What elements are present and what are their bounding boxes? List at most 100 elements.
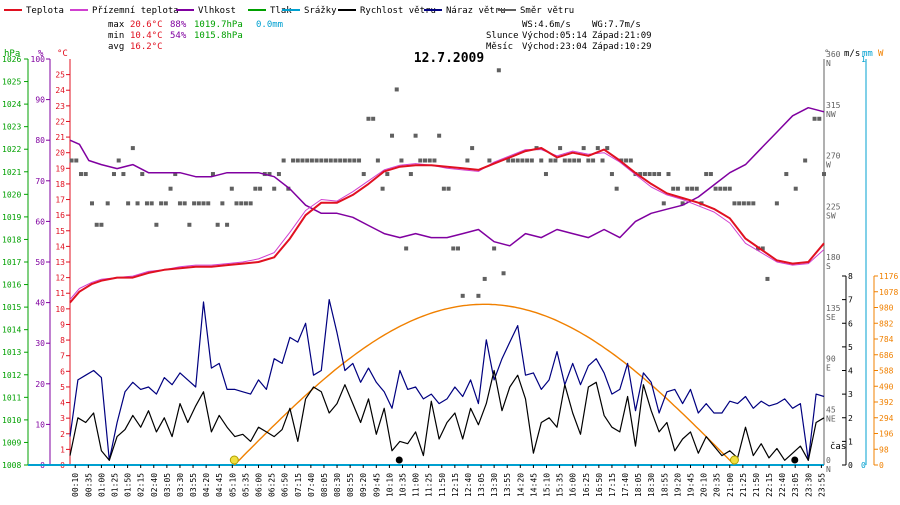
point-wind-direction — [206, 201, 211, 206]
point-wind-direction — [357, 158, 362, 163]
tick-label-time: 00:35 — [84, 473, 93, 497]
point-wind-direction — [201, 201, 206, 206]
tick-label-time: 17:40 — [621, 473, 630, 497]
point-wind-direction — [225, 222, 230, 227]
tick-label-direction-deg: 270 — [826, 152, 841, 161]
tick-label-time: 17:15 — [608, 473, 617, 497]
tick-label-humidity: 100 — [31, 55, 46, 64]
tick-label-temperature: 18 — [55, 180, 65, 189]
tick-label-time: 13:05 — [477, 473, 486, 497]
point-wind-direction — [99, 222, 104, 227]
tick-label-time: 08:55 — [346, 473, 355, 497]
tick-label-solar: 1078 — [879, 288, 898, 297]
point-wind-direction — [723, 186, 728, 191]
unit-headers: hPa % °C ° m/s mm W čas — [4, 49, 884, 452]
tick-label-time: 11:50 — [438, 473, 447, 497]
tick-label-time: 12:15 — [451, 473, 460, 497]
tick-label-direction-deg: 315 — [826, 101, 841, 110]
tick-label-solar: 980 — [879, 304, 894, 313]
point-wind-direction — [121, 172, 126, 177]
point-wind-direction — [727, 186, 732, 191]
tick-label-time: 16:50 — [595, 473, 604, 497]
tick-label-pressure: 1015 — [2, 303, 21, 312]
tick-label-time: 21:25 — [739, 473, 748, 497]
point-wind-direction — [404, 246, 409, 251]
tick-label-direction-name: N — [826, 59, 831, 68]
point-wind-direction — [69, 158, 74, 163]
point-wind-direction — [371, 116, 376, 121]
tick-label-time: 02:15 — [137, 473, 146, 497]
point-wind-direction — [116, 158, 121, 163]
point-wind-direction — [281, 158, 286, 163]
point-wind-direction — [347, 158, 352, 163]
point-wind-direction — [423, 158, 428, 163]
tick-label-temperature: 10 — [55, 305, 65, 314]
point-wind-direction — [510, 158, 515, 163]
point-wind-direction — [319, 158, 324, 163]
point-wind-direction — [177, 201, 182, 206]
point-wind-direction — [455, 246, 460, 251]
tick-label-solar: 392 — [879, 398, 894, 407]
tick-label-direction-deg: 0 — [826, 456, 831, 465]
tick-label-solar: 686 — [879, 351, 894, 360]
point-wind-direction — [366, 116, 371, 121]
point-wind-direction — [413, 133, 418, 138]
tick-label-pressure: 1021 — [2, 168, 21, 177]
point-wind-direction — [553, 158, 558, 163]
point-wind-direction — [586, 158, 591, 163]
stat-avg-label: avg — [108, 42, 124, 52]
point-wind-direction — [741, 201, 746, 206]
tick-label-humidity: 30 — [35, 339, 45, 348]
point-wind-direction — [111, 172, 116, 177]
tick-label-time: 18:30 — [647, 473, 656, 497]
tick-label-pressure: 1026 — [2, 55, 21, 64]
point-wind-direction — [803, 158, 808, 163]
stat-min-hum: 54% — [170, 31, 187, 41]
point-wind-direction — [548, 158, 553, 163]
tick-label-time: 22:40 — [778, 473, 787, 497]
tick-label-time: 21:50 — [752, 473, 761, 497]
tick-label-time: 03:30 — [176, 473, 185, 497]
tick-label-time: 15:10 — [542, 473, 551, 497]
point-wind-direction — [78, 172, 83, 177]
tick-label-temperature: 13 — [55, 258, 65, 267]
point-wind-direction — [105, 201, 110, 206]
point-wind-direction — [765, 276, 770, 281]
tick-label-solar: 588 — [879, 367, 894, 376]
point-wind-direction — [708, 172, 713, 177]
point-wind-direction — [126, 201, 131, 206]
point-wind-direction — [441, 186, 446, 191]
tick-label-direction-deg: 90 — [826, 355, 836, 364]
tick-label-time: 15:35 — [556, 473, 565, 497]
point-wind-direction — [567, 158, 572, 163]
point-wind-direction — [690, 186, 695, 191]
point-wind-direction — [149, 201, 154, 206]
point-wind-direction — [234, 201, 239, 206]
legend-label-0: Teplota — [26, 6, 64, 16]
point-wind-direction — [718, 186, 723, 191]
legend-label-2: Vlhkost — [198, 6, 236, 16]
tick-label-wind: 2 — [848, 414, 853, 423]
point-wind-direction — [784, 172, 789, 177]
point-wind-direction — [408, 172, 413, 177]
tick-label-humidity: 40 — [35, 299, 45, 308]
point-wind-direction — [666, 172, 671, 177]
chart-title: 12.7.2009 — [414, 51, 484, 66]
tick-label-time: 11:00 — [412, 473, 421, 497]
point-wind-direction — [581, 146, 586, 151]
point-wind-direction — [558, 146, 563, 151]
point-wind-direction — [595, 146, 600, 151]
stat-avg-temp: 16.2°C — [130, 42, 163, 52]
tick-label-direction-name: W — [826, 161, 831, 170]
tick-label-pressure: 1019 — [2, 213, 21, 222]
series-wind-speed — [69, 369, 825, 461]
tick-label-direction-deg: 45 — [826, 405, 836, 414]
stat-min-press: 1015.8hPa — [194, 31, 243, 41]
tick-label-time: 02:40 — [150, 473, 159, 497]
series-humidity — [69, 106, 825, 247]
point-wind-direction — [661, 201, 666, 206]
point-wind-direction — [229, 186, 234, 191]
point-wind-direction — [94, 222, 99, 227]
point-wind-direction — [520, 158, 525, 163]
